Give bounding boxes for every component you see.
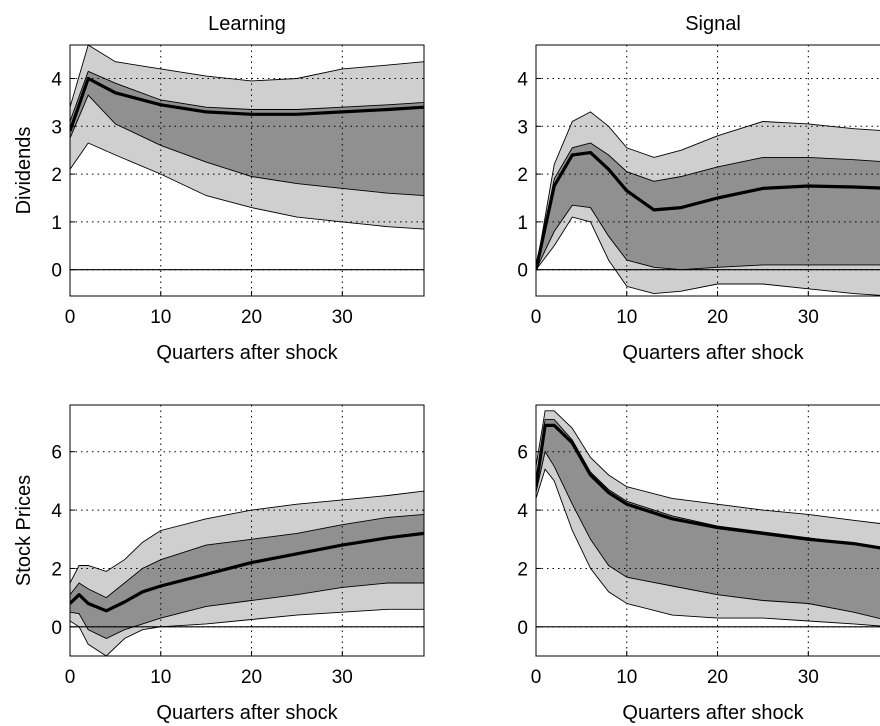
chart-title: Learning [208, 13, 286, 35]
y-tick-label: 6 [51, 443, 62, 464]
y-tick-label: 4 [517, 69, 528, 90]
y-tick-label: 4 [51, 69, 62, 90]
x-tick-label: 0 [531, 307, 542, 328]
plot-area [536, 45, 880, 296]
y-tick-label: 1 [517, 213, 528, 234]
x-tick-label: 30 [798, 667, 819, 688]
y-tick-label: 2 [517, 165, 528, 186]
y-tick-label: 4 [517, 501, 528, 522]
x-tick-label: 20 [707, 307, 728, 328]
y-axis-label: Stock Prices [13, 475, 35, 586]
chart-panel-4: 0 10 20 30 0 2 4 6 Quarters after shock [517, 404, 880, 724]
x-tick-label: 20 [241, 667, 262, 688]
x-tick-label: 0 [531, 667, 542, 688]
x-axis-label: Quarters after shock [622, 702, 804, 724]
y-tick-label: 1 [51, 213, 62, 234]
axes-box [69, 44, 425, 297]
axes-box [535, 404, 880, 657]
median-line [70, 76, 424, 132]
inner-confidence-band [70, 70, 424, 197]
y-tick-label: 0 [51, 618, 62, 639]
y-tick-label: 6 [517, 443, 528, 464]
x-tick-label: 10 [150, 307, 171, 328]
axes-box [69, 404, 425, 657]
chart-panel-3: 0 10 20 30 0 2 4 6 Quarters after shock Stock Pri… [13, 404, 425, 724]
x-tick-label: 20 [707, 667, 728, 688]
x-axis-label: Quarters after shock [156, 702, 338, 724]
x-tick-label: 0 [65, 667, 76, 688]
inner-confidence-band [536, 142, 880, 271]
y-axis-label: Dividends [13, 127, 35, 215]
axes-box [535, 44, 880, 297]
y-tick-label: 0 [51, 261, 62, 282]
x-tick-label: 10 [150, 667, 171, 688]
y-tick-label: 0 [517, 618, 528, 639]
y-tick-label: 2 [51, 559, 62, 580]
x-tick-label: 10 [616, 307, 637, 328]
y-tick-label: 3 [51, 117, 62, 138]
median-line [70, 531, 424, 613]
y-tick-label: 0 [517, 261, 528, 282]
y-tick-label: 3 [517, 117, 528, 138]
x-tick-label: 30 [332, 667, 353, 688]
chart-panel-1: 0 10 20 30 0 1 2 3 4 Learning Quarters after shock… [13, 13, 425, 364]
x-tick-label: 30 [798, 307, 819, 328]
plot-area [70, 405, 424, 656]
median-line [536, 151, 880, 271]
y-tick-label: 4 [51, 501, 62, 522]
plot-area [536, 405, 880, 656]
inner-confidence-band [536, 419, 880, 620]
chart-panel-2: 0 10 20 30 0 1 2 3 4 Signal Quarters after shock [517, 13, 880, 364]
y-tick-label: 2 [51, 165, 62, 186]
x-tick-label: 0 [65, 307, 76, 328]
x-axis-label: Quarters after shock [156, 342, 338, 364]
x-tick-label: 30 [332, 307, 353, 328]
x-tick-label: 10 [616, 667, 637, 688]
x-tick-label: 20 [241, 307, 262, 328]
x-axis-label: Quarters after shock [622, 342, 804, 364]
plot-area [70, 45, 424, 296]
chart-title: Signal [685, 13, 741, 35]
y-tick-label: 2 [517, 559, 528, 580]
